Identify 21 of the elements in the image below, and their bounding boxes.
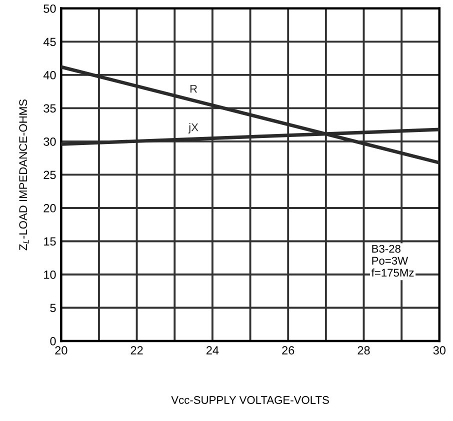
x-tick-label: 26 [282,346,294,355]
y-axis-title: Z$_{L}$-LOAD IMPEDANCE-OHMS [19,99,29,250]
x-tick-label: 24 [206,346,219,354]
y-tick-label: 5 [50,304,56,312]
series-label: R [190,84,198,93]
y-tick-label: 25 [44,170,56,180]
y-tick-label: 10 [44,270,56,279]
y-tick-label: 35 [44,104,56,113]
y-tick-label: 15 [44,237,56,246]
y-tick-label: 0 [50,337,56,346]
x-tick-label: 28 [358,346,370,355]
y-tick-label: 50 [44,4,56,13]
x-tick-label: 22 [130,346,143,354]
annotation: B3-28 Po=3W f=175Mz [371,244,414,277]
y-tick-label: 45 [43,38,56,46]
x-tick-label: 30 [433,346,446,355]
series-label: jX [188,123,198,134]
y-tick-label: 20 [44,204,56,212]
y-tick-label: 30 [44,137,56,146]
y-tick-label: 40 [43,70,56,80]
x-axis-title: Vcc-SUPPLY VOLTAGE-VOLTS [171,396,329,404]
